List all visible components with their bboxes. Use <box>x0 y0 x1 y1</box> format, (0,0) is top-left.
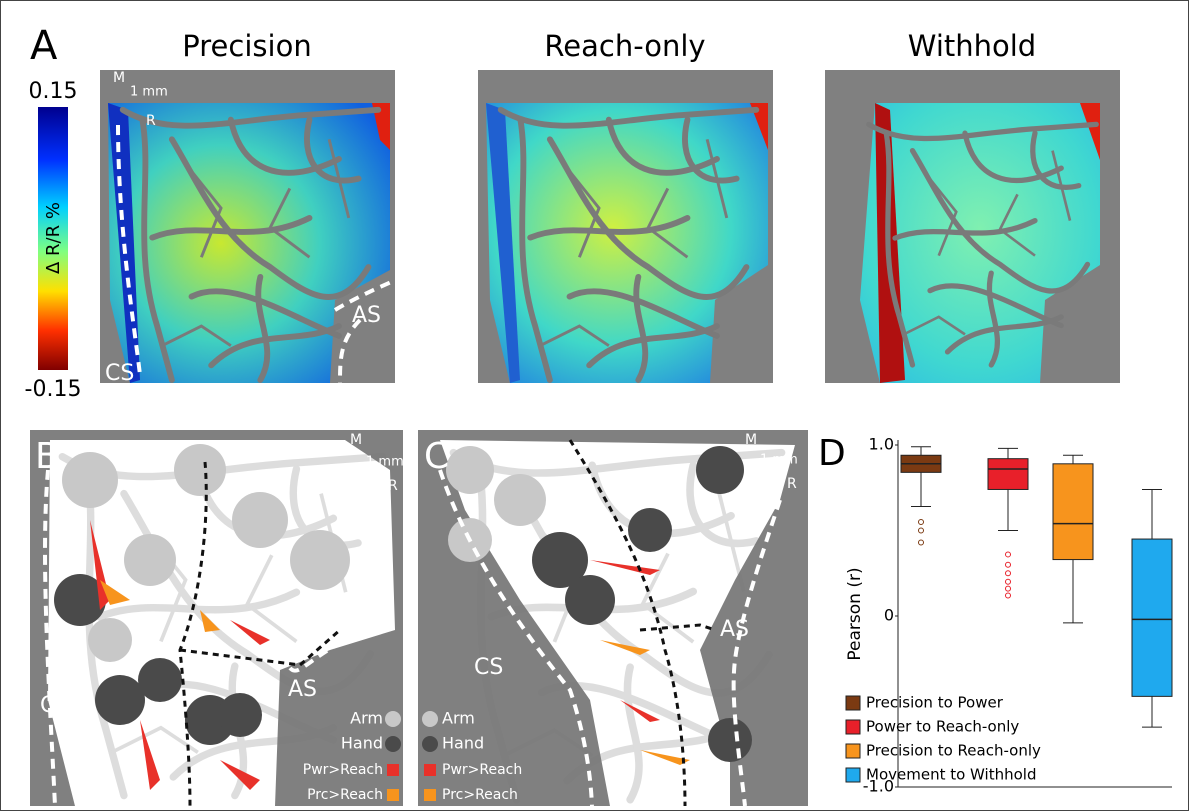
colorbar-label: 0.15 <box>29 79 78 104</box>
legend-label: Arm <box>350 709 383 728</box>
outlier <box>919 528 924 533</box>
orientation-r: R <box>388 478 398 494</box>
panel-label: D <box>818 433 846 474</box>
box <box>1053 464 1093 560</box>
figure: A Precision Reach-only Withhold 0.15 -0.… <box>0 0 1189 811</box>
outlier <box>1006 593 1011 598</box>
legend-swatch <box>846 768 860 782</box>
cs-label: CS <box>105 361 134 386</box>
legend-label: Pwr>Reach <box>442 762 522 778</box>
orientation-r: R <box>787 476 797 492</box>
panel-title: Precision <box>182 29 311 63</box>
as-label: AS <box>288 677 317 702</box>
colorbar-label: -0.15 <box>25 377 82 402</box>
panel-label: A <box>30 23 58 69</box>
box <box>1132 539 1172 696</box>
legend-label: Hand <box>341 734 383 753</box>
outlier <box>1006 562 1011 567</box>
y-tick-label: 1.0 <box>869 435 894 454</box>
panel-label: B <box>35 436 60 477</box>
legend-label: Movement to Withhold <box>866 766 1036 784</box>
legend-swatch <box>846 696 860 710</box>
legend-label: Prc>Reach <box>307 787 383 803</box>
legend-swatch <box>846 720 860 734</box>
legend-label: Arm <box>442 709 475 728</box>
cs-label: CS <box>40 693 69 718</box>
box <box>988 459 1028 490</box>
orientation-m: M <box>350 432 362 448</box>
outlier <box>1006 552 1011 557</box>
outlier <box>1006 586 1011 591</box>
map-reach-only <box>478 70 773 383</box>
outlier <box>919 540 924 545</box>
orientation-m: M <box>745 432 757 448</box>
legend-label: Hand <box>442 734 484 753</box>
panel-title: Withhold <box>908 29 1036 63</box>
scale-label: 1 mm <box>130 85 168 100</box>
outlier <box>919 519 924 524</box>
cs-label: CS <box>474 655 503 680</box>
outlier <box>1006 579 1011 584</box>
map-withhold <box>825 70 1120 383</box>
outlier <box>1006 571 1011 576</box>
legend-label: Power to Reach-only <box>866 718 1019 736</box>
panel-title: Reach-only <box>544 29 705 63</box>
orientation-m: M <box>113 70 125 86</box>
legend-label: Prc>Reach <box>442 787 518 803</box>
y-axis-title: Pearson (r) <box>845 567 865 660</box>
orientation-r: R <box>146 113 156 129</box>
legend-label: Precision to Power <box>866 694 1004 712</box>
legend-label: Precision to Reach-only <box>866 742 1041 760</box>
legend-label: Pwr>Reach <box>303 762 383 778</box>
y-tick-label: 0 <box>884 606 894 625</box>
panel-label: C <box>424 436 449 477</box>
scale-label: 1 mm <box>760 453 798 468</box>
colorbar-title: Δ R/R % <box>43 202 64 274</box>
scale-label: 1 mm <box>366 455 404 470</box>
legend-swatch <box>846 744 860 758</box>
as-label: AS <box>352 303 381 328</box>
as-label: AS <box>720 617 749 642</box>
